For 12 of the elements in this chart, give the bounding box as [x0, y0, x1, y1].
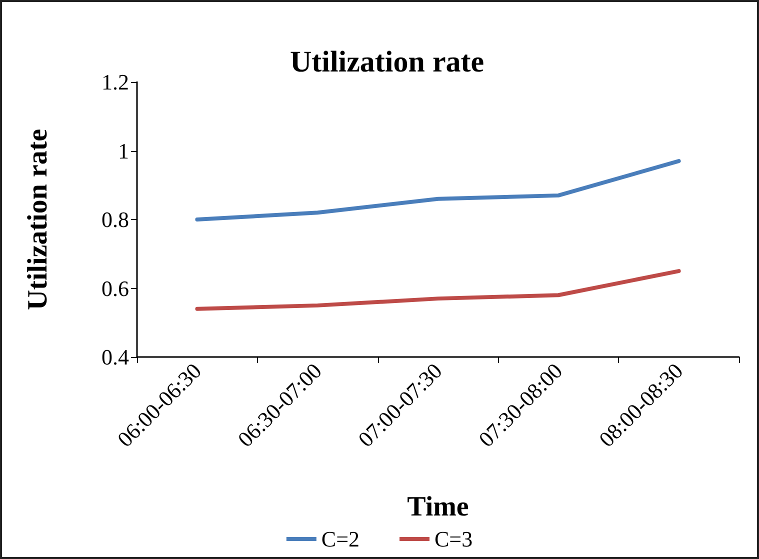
y-tick-label: 0.6: [102, 276, 129, 301]
y-tick-label: 0.8: [102, 207, 129, 232]
y-tick-label: 1: [118, 138, 129, 164]
chart-title: Utilization rate: [290, 46, 484, 78]
line-series: [195, 269, 681, 311]
y-tick-label: 0.4: [102, 344, 129, 370]
line-series: [195, 159, 681, 222]
legend-label: C=2: [321, 526, 360, 552]
y-axis-title: Utilization rate: [22, 128, 54, 310]
y-tick-label: 1.2: [102, 70, 129, 94]
legend-label: C=3: [434, 526, 473, 552]
x-axis-title: Time: [407, 492, 469, 522]
